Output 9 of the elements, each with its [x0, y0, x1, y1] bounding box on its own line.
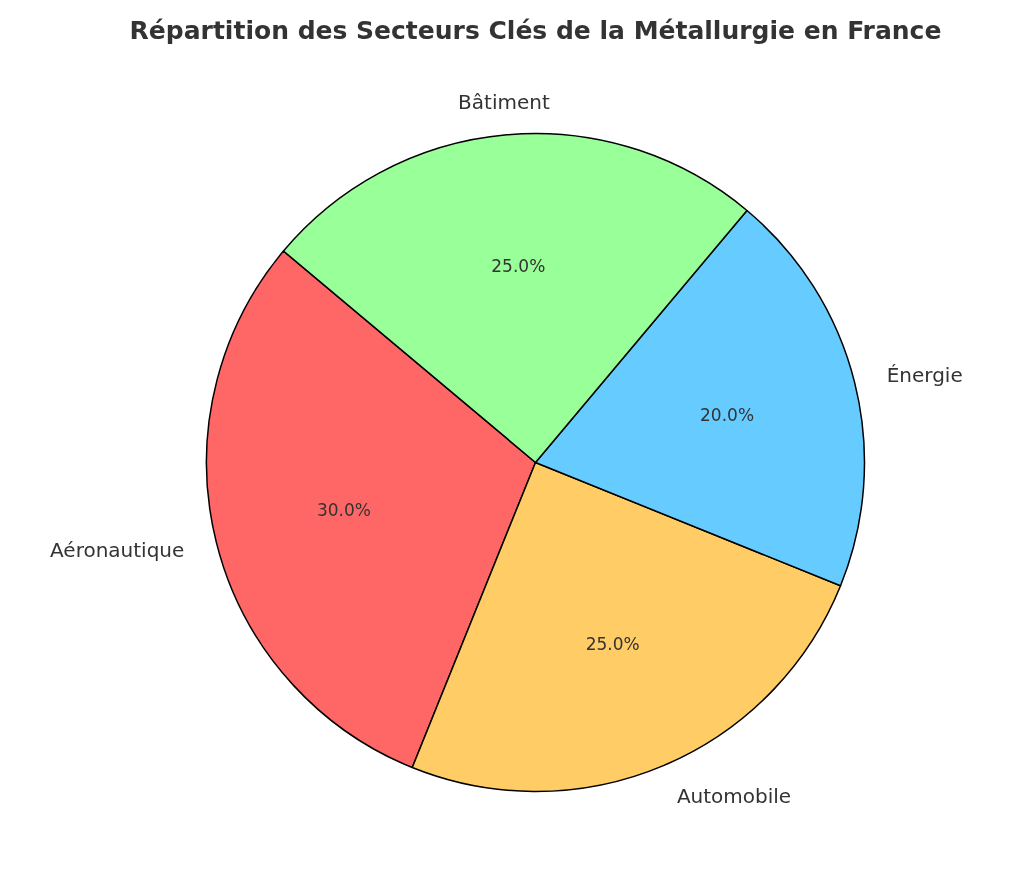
data-label: 25.0%: [585, 634, 640, 655]
data-label: 25.0%: [491, 255, 546, 276]
slice-label: Automobile: [676, 783, 792, 808]
slice-label: Aéronautique: [50, 538, 185, 563]
slice-label: Bâtiment: [458, 89, 550, 114]
chart-title: Répartition des Secteurs Clés de la Métallurgie en France: [129, 16, 942, 45]
data-label: 20.0%: [700, 404, 755, 425]
slice-label: Énergie: [886, 362, 963, 387]
data-label: 30.0%: [316, 500, 371, 521]
